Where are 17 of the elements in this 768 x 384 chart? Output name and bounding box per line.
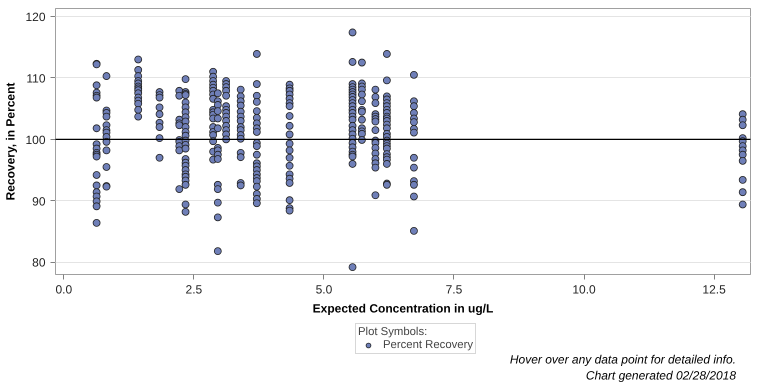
x-tick-label: 2.5 bbox=[186, 282, 203, 296]
y-tick-label: 90 bbox=[32, 194, 46, 208]
y-tick-label: 120 bbox=[25, 10, 46, 24]
x-tick-label: 12.5 bbox=[702, 282, 726, 296]
legend-title: Plot Symbols: bbox=[358, 326, 428, 338]
x-tick-label: 5.0 bbox=[316, 282, 333, 296]
x-tick-label: 0.0 bbox=[55, 282, 72, 296]
legend-label: Percent Recovery bbox=[383, 339, 474, 351]
y-tick-label: 80 bbox=[32, 256, 46, 270]
y-tick-label: 100 bbox=[25, 132, 46, 147]
text: Hover over any data point for detailed info. bbox=[510, 352, 736, 366]
x-axis-title: Expected Concentration in ug/L bbox=[312, 302, 494, 316]
x-tick-label: 7.5 bbox=[446, 282, 463, 296]
y-axis-title: Recovery, in Percent bbox=[3, 82, 18, 200]
text: Chart generated 02/28/2018 bbox=[586, 368, 736, 382]
x-tick-label: 10.0 bbox=[572, 282, 596, 296]
y-tick-label: 110 bbox=[26, 71, 46, 86]
